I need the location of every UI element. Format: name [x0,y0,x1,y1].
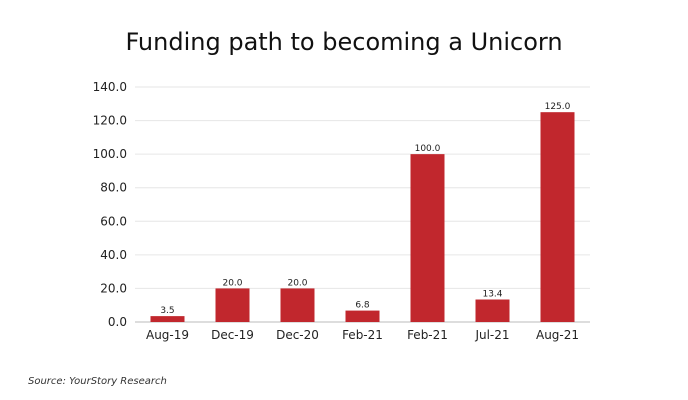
value-label: 100.0 [415,144,441,154]
value-label: 3.5 [160,306,174,316]
x-tick-label: Jul-21 [474,328,509,342]
bar [280,288,315,322]
y-tick-label: 100.0 [93,147,127,161]
y-tick-label: 40.0 [100,248,127,262]
value-label: 13.4 [482,290,502,300]
y-tick-label: 120.0 [93,114,127,128]
value-label: 20.0 [287,278,307,288]
x-axis-ticks: Aug-19 Dec-19 Dec-20 Feb-21 Feb-21 Jul-21 Aug-… [146,328,579,342]
x-tick-label: Aug-19 [146,328,189,342]
chart-title: Funding path to becoming a Unicorn [125,28,563,56]
y-tick-label: 60.0 [100,214,127,228]
y-tick-label: 20.0 [100,281,127,295]
x-tick-label: Dec-20 [276,328,319,342]
source-note: Source: YourStory Research [28,376,167,387]
bar [540,112,575,322]
bars [150,112,575,322]
gridlines [135,86,590,323]
y-tick-label: 0.0 [108,315,127,329]
value-label: 20.0 [222,278,242,288]
y-tick-label: 80.0 [100,181,127,195]
bar [475,299,510,322]
y-axis-ticks: 0.0 20.0 40.0 60.0 80.0 100.0 120.0 140.0 [93,80,127,329]
value-labels: 3.5 20.0 20.0 6.8 100.0 13.4 125.0 [160,102,570,316]
bar [215,288,250,322]
y-tick-label: 140.0 [93,80,127,94]
x-tick-label: Feb-21 [342,328,383,342]
x-tick-label: Aug-21 [536,328,579,342]
value-label: 6.8 [355,301,370,311]
bar [410,154,445,322]
x-tick-label: Dec-19 [211,328,254,342]
bar [345,310,380,322]
bar [150,316,185,322]
x-tick-label: Feb-21 [407,328,448,342]
value-label: 125.0 [545,102,571,112]
